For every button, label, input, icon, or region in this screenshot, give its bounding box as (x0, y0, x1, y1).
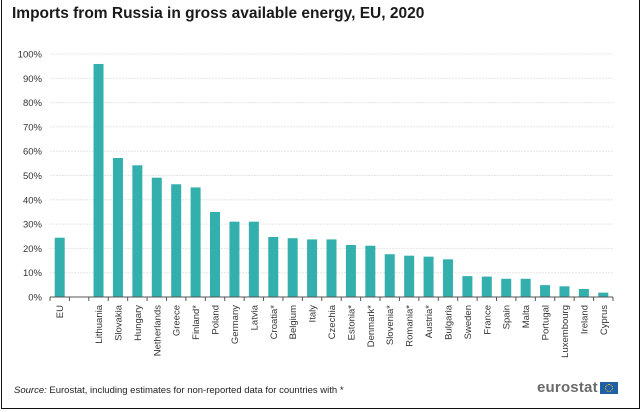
bar (307, 239, 318, 297)
x-tick-label: Luxembourg (560, 305, 571, 358)
bar (520, 278, 531, 297)
x-tick-label: Poland (211, 305, 222, 335)
bar (229, 221, 240, 297)
y-tick-label: 40% (23, 195, 43, 206)
y-tick-label: 50% (23, 171, 43, 182)
y-tick-label: 70% (23, 122, 43, 133)
x-tick-label: Lithuania (94, 304, 105, 343)
x-tick-label: Austria* (424, 305, 435, 339)
y-tick-label: 80% (23, 98, 43, 109)
x-tick-label: Hungary (133, 305, 144, 341)
x-axis (49, 296, 614, 301)
x-tick-label: Italy (308, 305, 319, 323)
eu-flag-icon (599, 381, 618, 394)
chart-title: Imports from Russia in gross available e… (12, 5, 425, 22)
bar (404, 255, 415, 297)
x-tick-label: Sweden (463, 305, 474, 339)
x-tick-label: Finland* (191, 305, 202, 340)
bar (384, 254, 395, 297)
y-tick-label: 60% (23, 147, 43, 158)
x-tick-label: Spain (502, 305, 513, 329)
x-tick-label: France (482, 305, 493, 335)
y-tick-label: 10% (23, 268, 43, 279)
bar (481, 276, 492, 297)
bar (248, 221, 259, 297)
bar (93, 63, 104, 298)
bar (462, 276, 473, 297)
x-tick-label: Ireland (579, 305, 590, 334)
bars (54, 63, 609, 298)
source-note: Source: Eurostat, including estimates fo… (14, 385, 344, 396)
logo-text: eurostat (537, 379, 598, 396)
bar (365, 245, 376, 297)
bar (501, 278, 512, 297)
x-tick-label: Malta (521, 304, 532, 328)
y-tick-label: 90% (23, 74, 43, 85)
x-tick-label: Cyprus (599, 305, 610, 335)
source-text: Eurostat, including estimates for non-re… (46, 385, 344, 396)
x-tick-label: Denmark* (366, 305, 377, 348)
bar (268, 236, 279, 297)
bar (54, 237, 65, 297)
x-tick-label: Czechia (327, 304, 338, 339)
bar (578, 288, 589, 297)
x-tick-label: Romania* (405, 305, 416, 347)
y-tick-label: 100% (18, 50, 43, 61)
x-tick-label: EU (55, 305, 66, 318)
bar (598, 292, 609, 297)
x-tick-label: Portugal (541, 305, 552, 340)
bar (132, 165, 143, 297)
bar (540, 285, 551, 297)
x-tick-label: Slovenia* (385, 305, 396, 345)
x-tick-label: Croatia* (269, 305, 280, 340)
x-axis-labels: EU Lithuania Slovakia Hungary Netherlands Gre… (55, 304, 610, 358)
source-prefix: Source: (14, 385, 47, 396)
y-tick-label: 0% (28, 293, 42, 304)
y-axis-labels: 0% 10% 20% 30% 40% 50% 60% 70% 80% 90% 100% (18, 50, 43, 304)
eurostat-logo: eurostat (537, 379, 618, 396)
x-tick-label: Estonia* (346, 305, 357, 341)
bar (423, 256, 434, 297)
bar (171, 184, 182, 297)
x-tick-label: Latvia (249, 304, 260, 330)
bar (287, 238, 298, 297)
y-tick-label: 20% (23, 244, 43, 255)
bar (210, 211, 221, 297)
x-tick-label: Belgium (288, 305, 299, 339)
x-tick-label: Slovakia (113, 304, 124, 341)
x-tick-label: Greece (172, 305, 183, 336)
x-tick-label: Germany (230, 305, 241, 344)
bar (326, 239, 337, 297)
bar (442, 259, 453, 297)
x-tick-label: Bulgaria (443, 304, 454, 340)
bar (559, 286, 570, 297)
bar (151, 177, 162, 297)
gridlines (50, 53, 613, 274)
bar (112, 158, 123, 297)
bar (190, 187, 201, 297)
bar (345, 244, 356, 297)
x-tick-label: Netherlands (152, 305, 163, 356)
y-tick-label: 30% (23, 220, 43, 231)
